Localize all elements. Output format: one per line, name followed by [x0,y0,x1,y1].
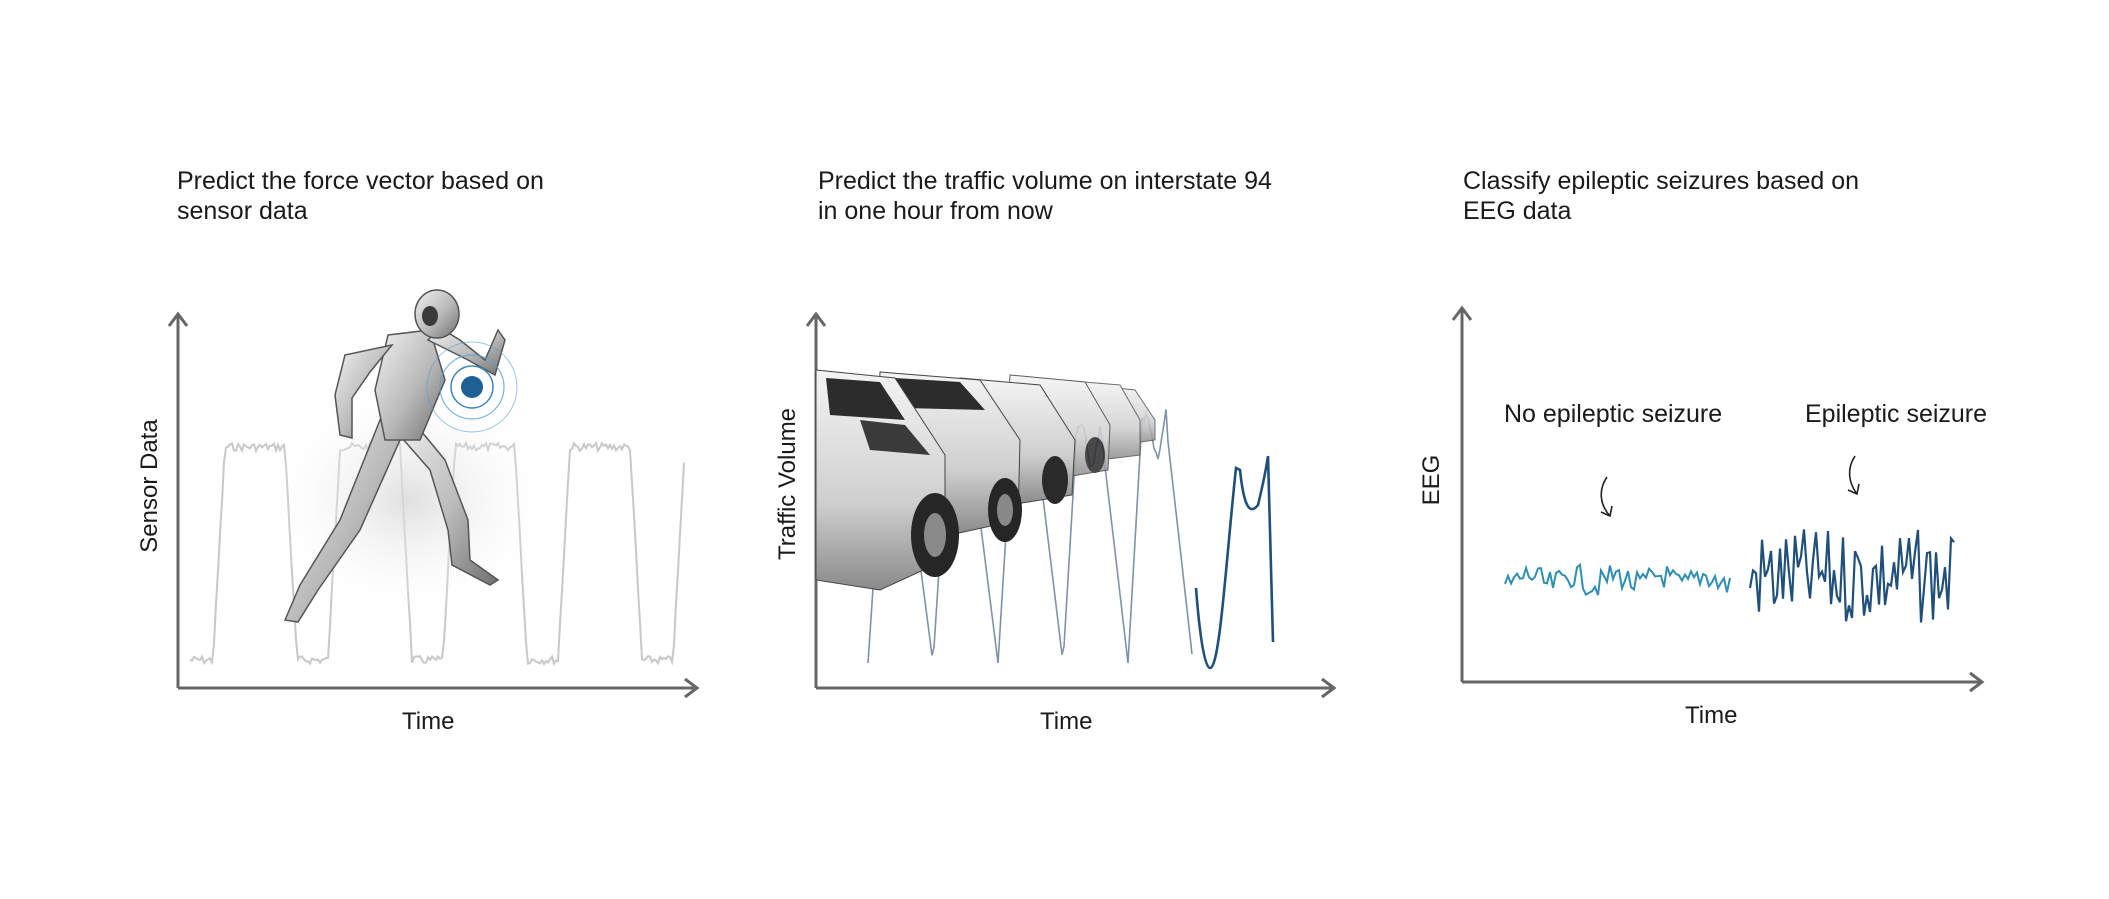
panel-1-axes [167,311,700,699]
panel-1-title: Predict the force vector based on sensor… [177,166,737,226]
panel-3-axes [1451,305,1985,693]
annotation-no-seizure: No epileptic seizure [1504,400,1723,428]
panel-2-title-line-2: in one hour from now [818,197,1053,225]
panel-1-ylabel: Sensor Data [136,419,163,553]
arrow-no-seizure [1600,476,1611,517]
eeg-normal-signal [1504,562,1731,597]
panel-2-title-line-1: Predict the traffic volume on interstate… [818,167,1272,195]
panel-3-title-line-2: EEG data [1463,197,1572,225]
annotation-seizure: Epileptic seizure [1805,400,1988,428]
sensor-signal-line [189,440,685,667]
panel-3-xlabel: Time [1685,702,1738,729]
eeg-seizure-signal [1748,529,1955,623]
panel-3-ylabel: EEG [1418,454,1445,506]
panel-2-xlabel: Time [1040,708,1093,735]
running-robot-icon [260,289,560,623]
car-queue-icon [815,369,1156,591]
panel-1-xlabel: Time [402,708,455,735]
panel-2-title: Predict the traffic volume on interstate… [818,166,1378,226]
panel-1-title-line-2: sensor data [177,197,308,225]
arrow-head-seizure [1847,483,1860,496]
panel-2-ylabel: Traffic Volume [774,407,801,561]
panel-3-title-line-1: Classify epileptic seizures based on [1463,167,1860,195]
traffic-forecast-line [1194,455,1275,670]
panel-3-title: Classify epileptic seizures based on EEG… [1463,166,2023,226]
panel-1-title-line-1: Predict the force vector based on [177,167,544,195]
arrow-seizure [1848,455,1858,495]
arrow-head-no-seizure [1600,505,1613,518]
